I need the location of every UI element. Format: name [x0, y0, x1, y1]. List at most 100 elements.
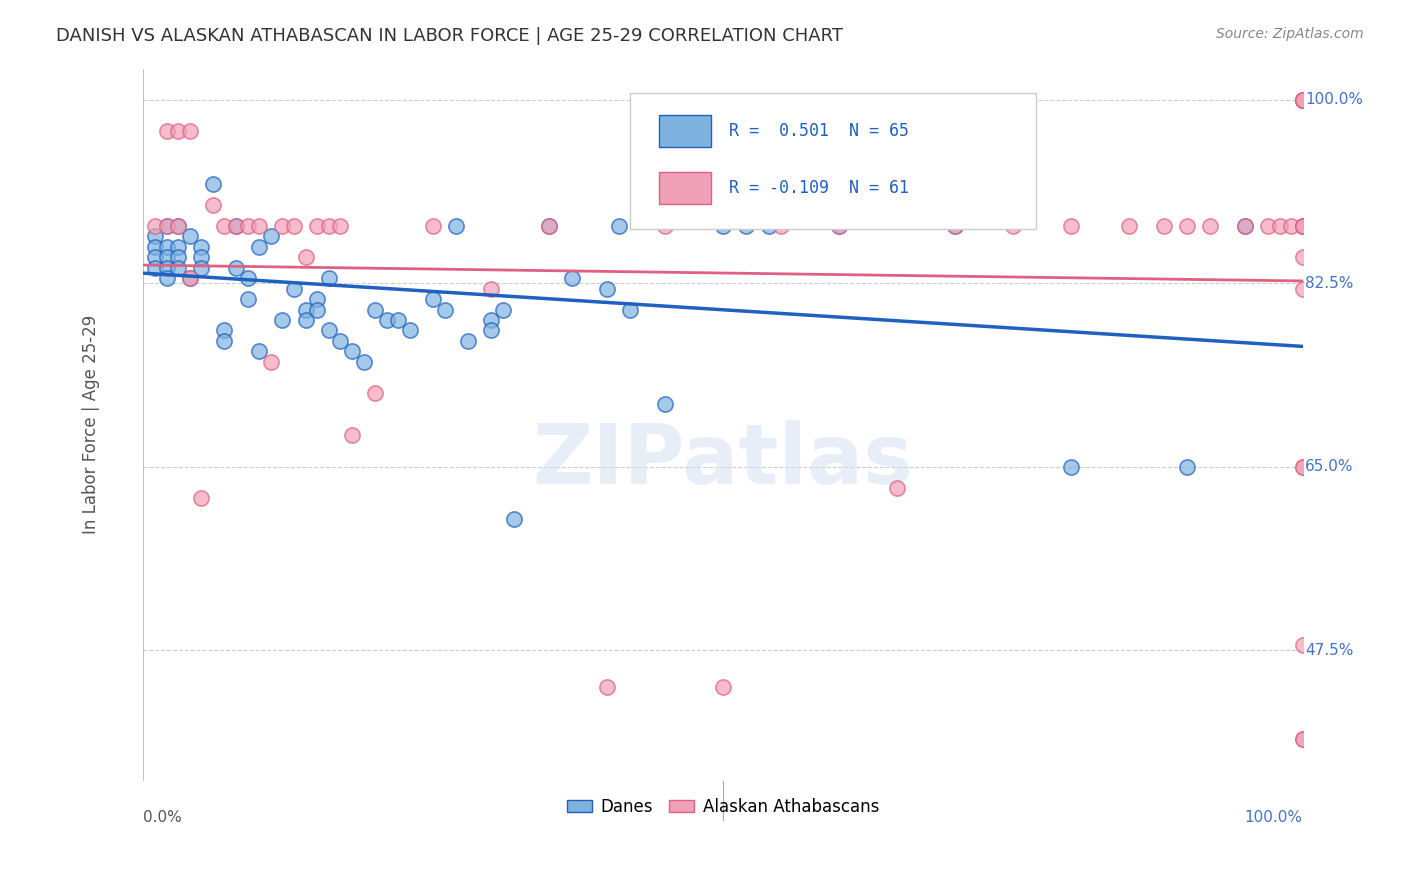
Point [654, 397, 676, 411]
Point [479, 323, 502, 337]
Point [1279, 219, 1302, 233]
Point [167, 219, 190, 233]
Point [364, 386, 387, 401]
Point [943, 219, 966, 233]
FancyBboxPatch shape [630, 94, 1036, 229]
Point [225, 219, 247, 233]
Point [190, 491, 212, 505]
Point [340, 344, 363, 359]
Point [307, 302, 329, 317]
Point [503, 512, 526, 526]
Point [943, 219, 966, 233]
Point [190, 260, 212, 275]
Point [179, 124, 201, 138]
Point [735, 219, 758, 233]
Bar [659, 115, 711, 147]
Point [247, 219, 270, 233]
Point [769, 219, 792, 233]
Point [1292, 93, 1315, 107]
Point [387, 313, 409, 327]
Point [329, 334, 352, 348]
Text: 100.0%: 100.0% [1305, 93, 1362, 107]
Point [271, 219, 294, 233]
Point [155, 124, 177, 138]
Point [283, 219, 305, 233]
Point [294, 250, 316, 264]
Point [155, 219, 177, 233]
Point [260, 355, 283, 369]
Point [155, 260, 177, 275]
Text: 82.5%: 82.5% [1305, 276, 1354, 291]
Point [1292, 93, 1315, 107]
Point [399, 323, 422, 337]
Text: 65.0%: 65.0% [1305, 459, 1354, 475]
Point [225, 219, 247, 233]
Point [1292, 732, 1315, 747]
Point [271, 313, 294, 327]
Point [1292, 93, 1315, 107]
Point [179, 229, 201, 244]
Point [201, 177, 224, 191]
Point [307, 292, 329, 306]
Point [422, 292, 444, 306]
Point [294, 313, 316, 327]
Point [1001, 219, 1024, 233]
Point [711, 219, 734, 233]
Point [167, 250, 190, 264]
Point [619, 302, 641, 317]
Point [1268, 219, 1291, 233]
Point [596, 281, 619, 295]
Text: 47.5%: 47.5% [1305, 642, 1354, 657]
Point [1292, 281, 1315, 295]
Point [654, 219, 676, 233]
Text: ZIPatlas: ZIPatlas [533, 420, 914, 501]
Point [201, 198, 224, 212]
Point [143, 240, 166, 254]
Point [155, 250, 177, 264]
Point [561, 271, 583, 285]
Text: 0.0%: 0.0% [143, 810, 183, 824]
Point [143, 260, 166, 275]
Point [1060, 459, 1083, 474]
Point [422, 219, 444, 233]
Point [1292, 250, 1315, 264]
Point [1292, 93, 1315, 107]
Point [375, 313, 398, 327]
Point [247, 344, 270, 359]
Point [607, 219, 630, 233]
Point [214, 219, 236, 233]
Point [1292, 93, 1315, 107]
Point [711, 680, 734, 694]
Point [1175, 459, 1198, 474]
Point [828, 219, 851, 233]
Point [318, 219, 340, 233]
Point [1292, 93, 1315, 107]
Point [1153, 219, 1175, 233]
Point [538, 219, 561, 233]
Point [236, 292, 259, 306]
Point [167, 260, 190, 275]
Point [283, 281, 305, 295]
Point [167, 219, 190, 233]
Point [143, 250, 166, 264]
Point [167, 124, 190, 138]
Point [1292, 732, 1315, 747]
Point [143, 219, 166, 233]
Point [758, 219, 780, 233]
Point [433, 302, 456, 317]
Point [155, 219, 177, 233]
Point [307, 219, 329, 233]
Point [446, 219, 468, 233]
Text: Source: ZipAtlas.com: Source: ZipAtlas.com [1216, 27, 1364, 41]
Point [828, 219, 851, 233]
Point [214, 334, 236, 348]
Point [364, 302, 387, 317]
Point [1292, 219, 1315, 233]
Point [353, 355, 375, 369]
Point [179, 271, 201, 285]
Point [1292, 459, 1315, 474]
Point [318, 271, 340, 285]
Point [1118, 219, 1140, 233]
Point [1292, 219, 1315, 233]
Point [1292, 93, 1315, 107]
